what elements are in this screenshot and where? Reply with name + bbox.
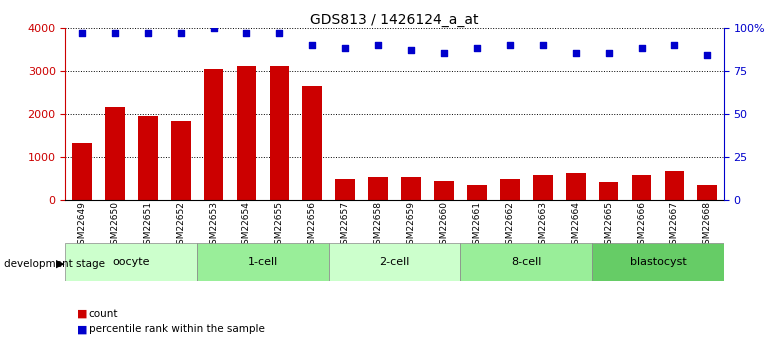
Text: GSM22663: GSM22663 xyxy=(538,201,547,250)
Title: GDS813 / 1426124_a_at: GDS813 / 1426124_a_at xyxy=(310,12,479,27)
Text: GSM22649: GSM22649 xyxy=(78,201,86,250)
Point xyxy=(570,51,582,56)
Point xyxy=(470,46,483,51)
Bar xyxy=(336,179,355,200)
Point xyxy=(207,25,219,30)
Text: GSM22668: GSM22668 xyxy=(703,201,711,250)
Point xyxy=(240,30,253,36)
Bar xyxy=(270,66,290,200)
Text: percentile rank within the sample: percentile rank within the sample xyxy=(89,325,264,334)
Bar xyxy=(467,185,487,200)
Bar xyxy=(631,175,651,200)
Bar xyxy=(72,143,92,200)
Text: GSM22653: GSM22653 xyxy=(209,201,218,250)
Point xyxy=(109,30,121,36)
Bar xyxy=(592,243,724,281)
Text: GSM22665: GSM22665 xyxy=(604,201,613,250)
Point xyxy=(405,47,417,53)
Text: GSM22658: GSM22658 xyxy=(373,201,383,250)
Point xyxy=(635,46,648,51)
Text: oocyte: oocyte xyxy=(112,257,150,267)
Bar xyxy=(105,107,125,200)
Point xyxy=(504,42,516,48)
Text: development stage: development stage xyxy=(4,259,105,269)
Text: GSM22662: GSM22662 xyxy=(505,201,514,250)
Text: GSM22651: GSM22651 xyxy=(143,201,152,250)
Text: GSM22661: GSM22661 xyxy=(473,201,481,250)
Point xyxy=(175,30,187,36)
Point xyxy=(339,46,351,51)
Text: 8-cell: 8-cell xyxy=(511,257,541,267)
Text: ■: ■ xyxy=(77,309,88,319)
Text: GSM22657: GSM22657 xyxy=(341,201,350,250)
Text: GSM22667: GSM22667 xyxy=(670,201,679,250)
Bar xyxy=(303,86,322,200)
Bar xyxy=(236,66,256,200)
Bar xyxy=(401,177,421,200)
Text: GSM22666: GSM22666 xyxy=(637,201,646,250)
Text: GSM22650: GSM22650 xyxy=(110,201,119,250)
Point xyxy=(372,42,384,48)
Text: GSM22664: GSM22664 xyxy=(571,201,580,250)
Text: GSM22660: GSM22660 xyxy=(440,201,448,250)
Text: count: count xyxy=(89,309,118,319)
Text: 2-cell: 2-cell xyxy=(380,257,410,267)
Bar xyxy=(698,186,717,200)
Text: blastocyst: blastocyst xyxy=(630,257,686,267)
Point xyxy=(602,51,614,56)
Bar xyxy=(138,116,158,200)
Text: GSM22655: GSM22655 xyxy=(275,201,284,250)
Text: GSM22656: GSM22656 xyxy=(308,201,316,250)
Point xyxy=(668,42,681,48)
Bar xyxy=(460,243,592,281)
Bar xyxy=(197,243,329,281)
Point xyxy=(142,30,154,36)
Bar xyxy=(204,69,223,200)
Bar xyxy=(500,179,520,200)
Bar xyxy=(665,171,685,200)
Text: ▶: ▶ xyxy=(56,259,65,269)
Text: 1-cell: 1-cell xyxy=(248,257,278,267)
Bar xyxy=(533,175,553,200)
Bar xyxy=(566,173,585,200)
Text: GSM22654: GSM22654 xyxy=(242,201,251,250)
Bar xyxy=(599,181,618,200)
Point xyxy=(537,42,549,48)
Point xyxy=(273,30,286,36)
Bar xyxy=(171,121,190,200)
Bar xyxy=(329,243,460,281)
Text: GSM22652: GSM22652 xyxy=(176,201,185,250)
Text: ■: ■ xyxy=(77,325,88,334)
Text: GSM22659: GSM22659 xyxy=(407,201,416,250)
Bar xyxy=(65,243,197,281)
Point xyxy=(306,42,319,48)
Point xyxy=(438,51,450,56)
Point xyxy=(75,30,88,36)
Bar xyxy=(434,181,454,200)
Bar xyxy=(368,177,388,200)
Point xyxy=(701,52,714,58)
